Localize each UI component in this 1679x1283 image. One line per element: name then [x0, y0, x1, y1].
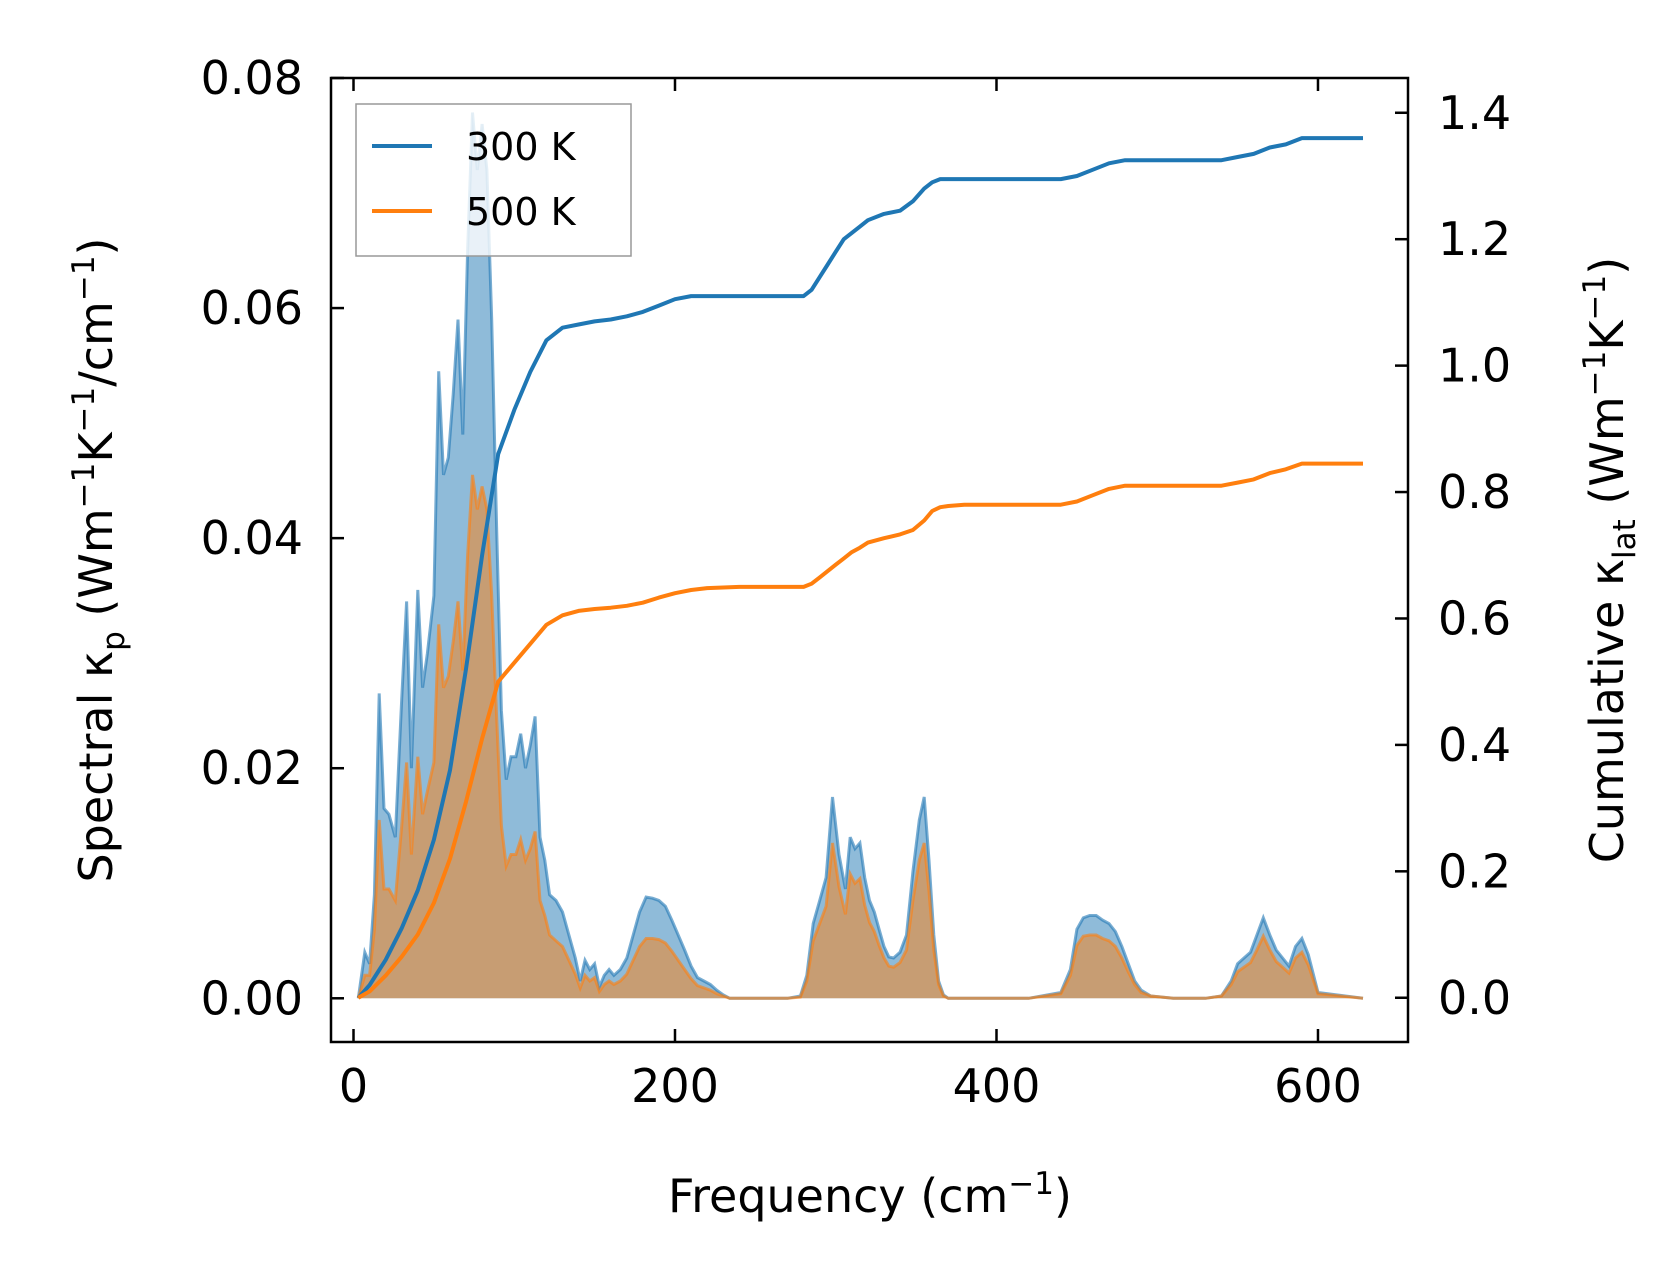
legend: 300 K 500 K [355, 103, 632, 257]
axis-ticks: 0 200 400 600 0.00 0.02 0.04 0.06 0.08 0.0 0.2 0.4 0… [201, 51, 1512, 1113]
y-right-tick-label: 0.2 [1438, 844, 1511, 898]
y-right-tick-label: 1.4 [1438, 86, 1511, 140]
x-tick-label: 0 [339, 1059, 368, 1113]
y-right-tick-label: 0.0 [1438, 971, 1511, 1025]
x-tick-label: 600 [1274, 1059, 1362, 1113]
spectral-edge-500k [356, 474, 1364, 1000]
y-right-tick-label: 1.0 [1438, 339, 1511, 393]
x-axis-title: Frequency (cm−1) [668, 1166, 1072, 1223]
y-axis-left-title: Spectral κp (Wm−1K−1/cm−1) [66, 237, 132, 882]
y-right-tick-label: 0.4 [1438, 718, 1511, 772]
cumulative-line-300k [356, 136, 1363, 1000]
spectral-area-500k [358, 474, 1363, 999]
legend-label-300k: 300 K [466, 125, 577, 169]
y-right-tick-label: 0.6 [1438, 591, 1511, 645]
cumulative-lines [356, 136, 1363, 1000]
legend-label-500k: 500 K [466, 190, 577, 234]
y-axis-right-title: Cumulative κlat (Wm−1K−1) [1577, 257, 1643, 863]
y-left-tick-label: 0.06 [201, 281, 303, 335]
y-left-tick-label: 0.02 [201, 741, 303, 795]
x-tick-label: 400 [953, 1059, 1041, 1113]
y-left-tick-label: 0.04 [201, 511, 303, 565]
x-tick-label: 200 [631, 1059, 719, 1113]
y-left-tick-label: 0.08 [201, 51, 303, 105]
plot-frame [329, 76, 1410, 1044]
cumulative-line-500k [357, 461, 1363, 1000]
y-right-tick-label: 0.8 [1438, 465, 1511, 519]
y-left-tick-label: 0.00 [201, 971, 303, 1025]
y-right-tick-label: 1.2 [1438, 212, 1511, 266]
legend-box [355, 103, 632, 257]
